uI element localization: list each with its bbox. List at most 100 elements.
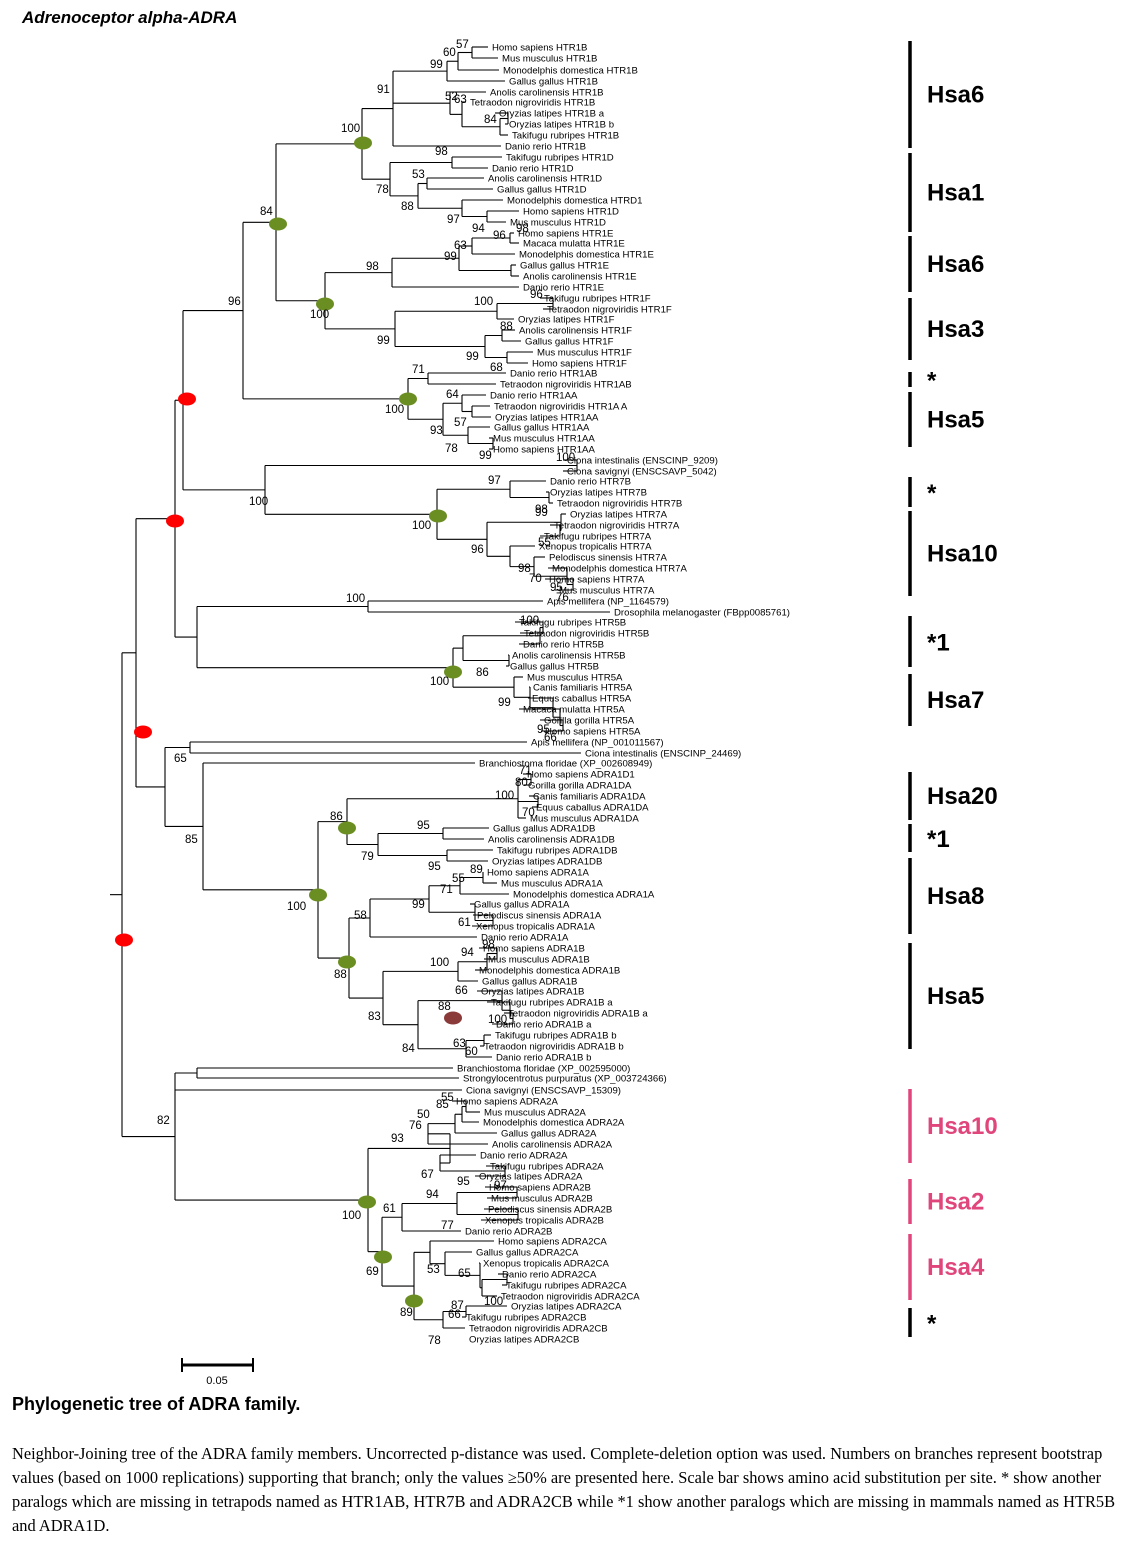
group-label: Hsa2	[927, 1189, 984, 1216]
bootstrap-value: 97	[447, 214, 460, 226]
tip-label: Pelodiscus sinensis ADRA2B	[488, 1205, 612, 1216]
tip-label: Tetraodon nigroviridis HTR1F	[547, 305, 672, 316]
tip-label: Ciona savignyi (ENSCSAVP_15309)	[466, 1086, 621, 1097]
tip-label: Homo sapiens ADRA2CA	[498, 1237, 607, 1248]
tip-label: Oryzias latipes HTR1B b	[509, 120, 614, 131]
bootstrap-value: 100	[412, 520, 431, 532]
tip-label: Xenopus tropicalis HTR7A	[539, 542, 652, 553]
bootstrap-value: 100	[520, 615, 539, 627]
bootstrap-value: 87	[451, 1300, 464, 1312]
tip-label: Macaca mulatta HTR5A	[523, 705, 625, 716]
scale-bar-label: 0.05	[206, 1375, 227, 1387]
tip-label: Oryzias latipes ADRA1DB	[492, 857, 602, 868]
tip-label: Xenopus tropicalis ADRA2CA	[483, 1259, 609, 1270]
group-label: *1	[927, 826, 950, 853]
bootstrap-value: 84	[402, 1043, 415, 1055]
tip-label: Anolis carolinensis HTR1E	[523, 272, 637, 283]
bootstrap-value: 65	[458, 1268, 471, 1280]
figure-title: Adrenoceptor alpha-ADRA	[22, 8, 238, 27]
tip-label: Gallus gallus HTR1AA	[494, 423, 590, 434]
bootstrap-value: 63	[454, 240, 467, 252]
bootstrap-value: 88	[438, 1001, 451, 1013]
bootstrap-value: 86	[330, 811, 343, 823]
bootstrap-value: 100	[556, 452, 575, 464]
group-label: Hsa4	[927, 1254, 985, 1281]
bootstrap-value: 70	[522, 807, 535, 819]
group-label: Hsa5	[927, 407, 984, 434]
bootstrap-value: 98	[366, 261, 379, 273]
bootstrap-value: 84	[260, 206, 273, 218]
caption-title: Phylogenetic tree of ADRA family.	[12, 1394, 301, 1414]
node-marker-g86	[338, 821, 356, 835]
tree-branches	[110, 46, 610, 1329]
node-marker-g100c	[399, 392, 417, 406]
tip-label: Anolis carolinensis ADRA1DB	[488, 835, 615, 846]
bootstrap-value: 100	[342, 1210, 361, 1222]
tip-label: Tetraodon nigroviridis ADRA1B b	[484, 1042, 624, 1053]
tip-label: Homo sapiens ADRA2B	[489, 1183, 591, 1194]
group-label: Hsa7	[927, 687, 984, 714]
tip-label: Canis familiaris ADRA1DA	[533, 792, 646, 803]
bootstrap-value: 94	[426, 1189, 439, 1201]
bootstrap-value: 63	[453, 1038, 466, 1050]
tip-label: Tetraodon nigroviridis ADRA2CA	[501, 1292, 640, 1303]
bootstrap-value: 55	[538, 537, 551, 549]
tip-label: Anolis carolinensis ADRA2A	[492, 1140, 613, 1151]
tip-label: Tetraodon nigroviridis HTR7A	[554, 521, 680, 532]
bootstrap-value: 97	[494, 1180, 507, 1192]
node-marker-g84	[269, 217, 287, 231]
bootstrap-value: 78	[428, 1335, 441, 1347]
tip-label: Danio rerio HTR1E	[523, 283, 604, 294]
tip-label: Apis mellifera (NP_001011567)	[531, 738, 664, 749]
bootstrap-value: 88	[500, 321, 513, 333]
group-bars: Hsa6 Hsa1 Hsa6 Hsa3 * Hsa5 * Hsa10 *1 Hsa7 Hsa20 *1…	[908, 41, 998, 1338]
tip-label: Mus musculus HTR1D	[510, 218, 606, 229]
tip-label: Takifugu rubripes HTR1D	[506, 153, 614, 164]
tip-label: Branchiostoma floridae (XP_002595000)	[457, 1064, 630, 1075]
bootstrap-value: 91	[377, 84, 390, 96]
bootstrap-value: 79	[361, 851, 374, 863]
tip-label: Danio rerio HTR7B	[550, 477, 631, 488]
group-label: *	[927, 368, 937, 395]
tip-label: Homo sapiens HTR7A	[549, 575, 645, 586]
tip-label: Takifugu rubripes HTR7A	[544, 532, 652, 543]
tip-label: Monodelphis domestica HTR1B	[503, 66, 638, 77]
bootstrap-value: 88	[401, 201, 414, 213]
tip-label: Ciona savignyi (ENSCSAVP_5042)	[567, 467, 717, 478]
tip-label: Takifugu rubripes ADRA1B b	[495, 1031, 617, 1042]
bootstrap-value: 95	[550, 582, 563, 594]
bootstrap-value: 69	[366, 1266, 379, 1278]
node-marker-g69	[374, 1250, 392, 1264]
tip-label: Homo sapiens HTR1E	[518, 229, 613, 240]
bootstrap-value: 55	[441, 1092, 454, 1104]
tip-label: Equus caballus ADRA1DA	[536, 803, 649, 814]
tip-label: Gorilla gorilla HTR5A	[544, 716, 635, 727]
group-label: *1	[927, 630, 950, 657]
tip-label: Danio rerio HTR1AB	[510, 369, 597, 380]
tip-label: Apis mellifera (NP_1164579)	[547, 597, 669, 608]
tip-label: Mus musculus ADRA1B	[488, 955, 590, 966]
tip-label: Ciona intestinalis (ENSCINP_24469)	[585, 749, 741, 760]
tip-label: Danio rerio HTR1AA	[490, 391, 578, 402]
bootstrap-value: 98	[482, 939, 495, 951]
bootstrap-value: 52	[445, 91, 458, 103]
tip-label: Danio rerio HTR1D	[492, 164, 574, 175]
bootstrap-value: 78	[445, 443, 458, 455]
bootstrap-value: 66	[544, 732, 557, 744]
group-label: Hsa6	[927, 82, 984, 109]
bootstrap-value: 95	[457, 1176, 470, 1188]
tip-label: Gallus gallus ADRA1B	[482, 977, 577, 988]
tip-label: Mus musculus HTR1F	[537, 348, 632, 359]
bootstrap-value: 50	[417, 1109, 430, 1121]
tip-label: Mus musculus HTR1AA	[493, 434, 595, 445]
node-marker-g100d	[429, 509, 447, 523]
tip-label: Tetraodon nigroviridis ADRA1B a	[508, 1009, 648, 1020]
tip-label: Monodelphis domestica ADRA1B	[479, 966, 620, 977]
bootstrap-value: 100	[341, 123, 360, 135]
tip-label: Danio rerio HTR1B	[505, 142, 586, 153]
bootstrap-value: 93	[391, 1133, 404, 1145]
bootstrap-value: 97	[488, 475, 501, 487]
tip-label: Danio rerio ADRA1B b	[496, 1053, 591, 1064]
caption-body: Neighbor-Joining tree of the ADRA family…	[12, 1444, 1116, 1535]
group-label: Hsa1	[927, 180, 984, 207]
